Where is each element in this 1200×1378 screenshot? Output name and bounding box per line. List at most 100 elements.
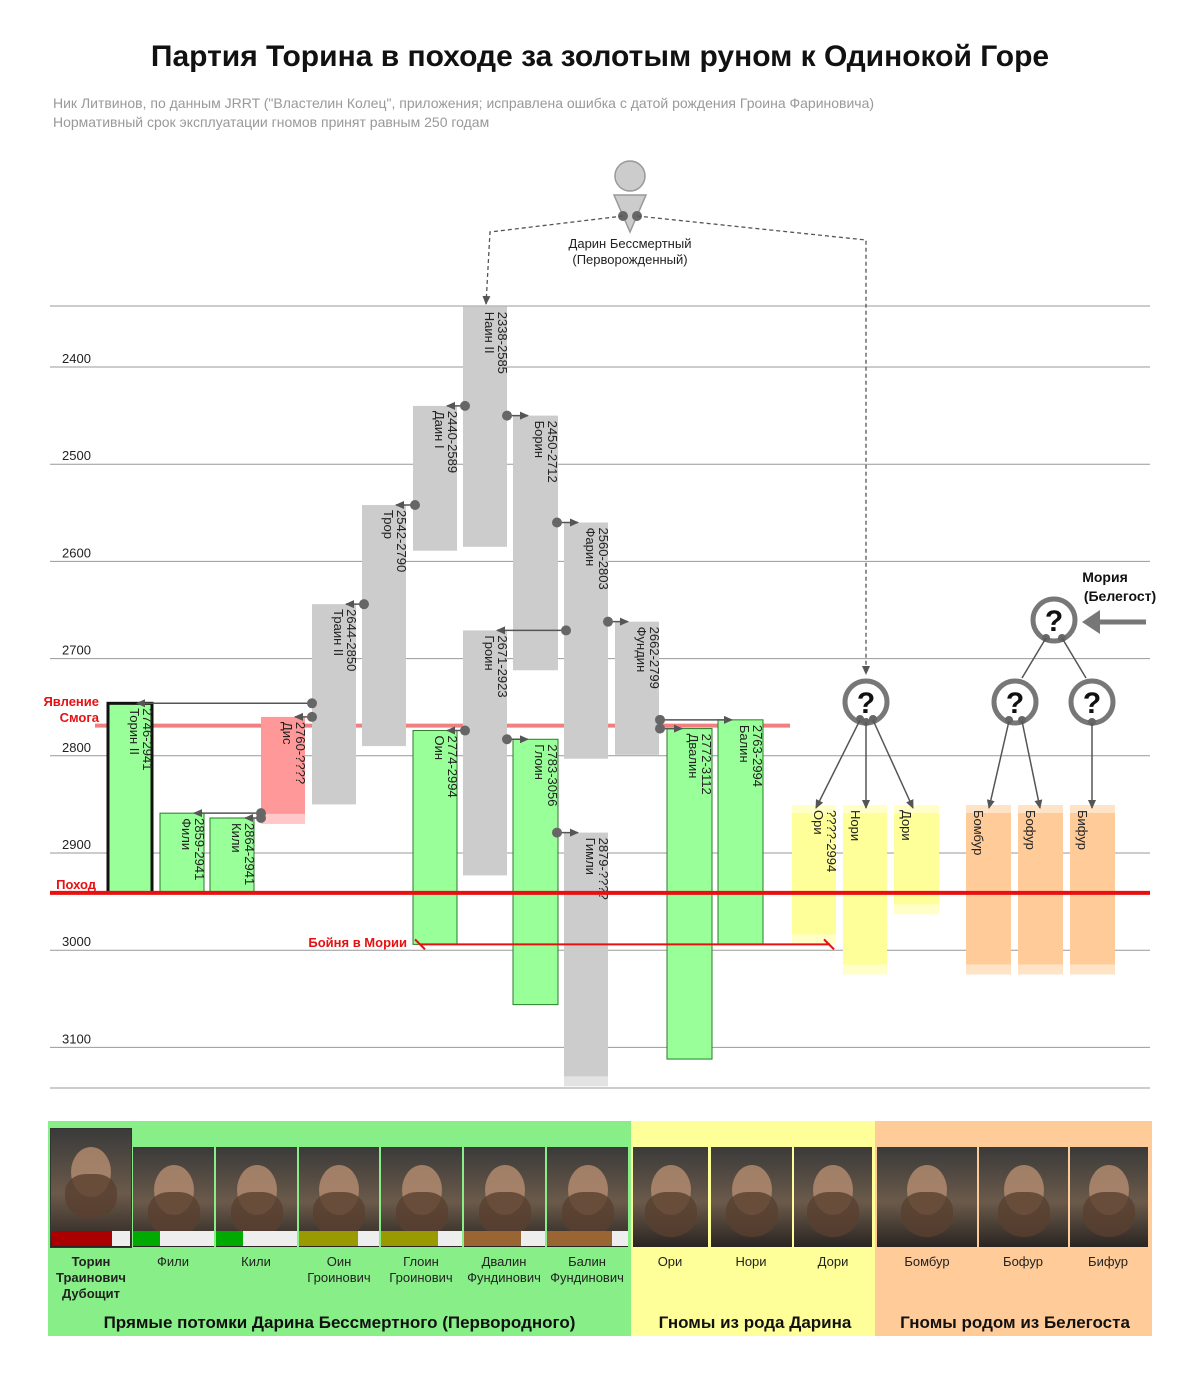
- unknown-durin-dot-2: [869, 715, 877, 723]
- dwarf-bar-rect-14: [564, 832, 608, 1087]
- dwarf-label-22: Бифур: [1075, 810, 1090, 850]
- dwarf-name-18: Нори: [848, 810, 863, 841]
- dwarf-bar-fade-9: [261, 813, 305, 824]
- dwarf-years-6: 2671-2923: [495, 635, 510, 697]
- dwarf-name-0: Наин II: [482, 312, 497, 354]
- lineage-link-bifur-parent: [1061, 637, 1087, 679]
- y-tick-2900: 2900: [62, 837, 91, 852]
- dwarf-bar-rect-12: [412, 730, 458, 945]
- dwarf-bar-8: Торин II2746-2941: [106, 701, 155, 895]
- dwarf-years-16: 2763-2994: [750, 725, 765, 787]
- dwarf-years-15: 2772-3112: [699, 734, 714, 795]
- connector-dot-thrain-thorin: [307, 698, 317, 709]
- dwarf-bar-13: Глоин2783-3056: [512, 738, 560, 1006]
- dwarf-bar-5: Траин II2644-2850: [312, 604, 359, 805]
- dwarf-label-4: Фарин2560-2803: [583, 528, 611, 590]
- dwarf-bar-rect-2: [513, 415, 558, 671]
- dwarf-bar-18: Нори: [843, 805, 887, 975]
- event-label-smaug-1: Явление: [43, 694, 99, 709]
- durin-link-unknown: [636, 215, 870, 675]
- subtitle-note: Нормативный срок эксплуатации гномов при…: [53, 114, 490, 130]
- dwarf-label-3: Трор2542-2790: [381, 510, 409, 572]
- dwarf-label-17: Ори????-2994: [811, 810, 839, 872]
- portrait-ori: [633, 1147, 708, 1247]
- durin-note: (Перворожденный): [572, 252, 687, 267]
- connector-dot-farin-groin: [561, 625, 571, 636]
- dwarf-name-7: Фундин: [634, 627, 649, 673]
- dwarf-bar-4: Фарин2560-2803: [564, 522, 611, 759]
- connector-dot-fundin-dwalin: [655, 723, 665, 734]
- dwarf-bar-fade-17: [792, 934, 836, 945]
- dwarf-years-8: 2746-2941: [140, 708, 155, 770]
- dwarf-bar-9: Дис2760-????: [261, 716, 308, 824]
- portrait-dori: [794, 1147, 872, 1247]
- dwarf-bar-17: Ори????-2994: [792, 805, 839, 945]
- event-tick-moria-right: [823, 938, 835, 951]
- lineage-arrow-dori: [872, 719, 914, 809]
- subtitle-author: Ник Литвинов, по данным JRRT ("Властелин…: [53, 95, 875, 111]
- lifetime-bar-fili: [133, 1231, 214, 1246]
- dwarf-bar-fade-top-22: [1070, 805, 1115, 813]
- dwarf-name-2: Борин: [532, 421, 547, 458]
- dwarf-bar-2: Борин2450-2712: [513, 415, 560, 671]
- member-name-thorin: Торин Траинович Дубощит: [56, 1254, 126, 1301]
- dwarf-label-6: Гроин2671-2923: [482, 635, 510, 697]
- dwarf-label-10: Фили2859-2941: [179, 818, 207, 880]
- dwarf-bar-rect-19: [894, 805, 939, 915]
- dwarf-bar-0: Наин II2338-2585: [463, 306, 510, 547]
- lifetime-bar-oin: [299, 1231, 379, 1246]
- dwarf-bar-rect-18: [843, 805, 887, 975]
- dwarf-bar-20: Бомбур: [966, 805, 1011, 975]
- lifetime-bar-thorin: [52, 1231, 130, 1246]
- y-tick-2500: 2500: [62, 448, 91, 463]
- page-title: Партия Торина в походе за золотым руном …: [150, 40, 1050, 73]
- dwarf-name-17: Ори: [811, 810, 826, 835]
- unknown-belegost-dot-2: [1088, 718, 1096, 726]
- lifetime-bar-dwalin: [464, 1231, 545, 1246]
- portrait-bifur: [1070, 1147, 1148, 1247]
- lifetime-bar-kili: [216, 1231, 297, 1246]
- dwarf-bar-rect-22: [1070, 805, 1115, 975]
- dwarf-bar-rect-3: [362, 505, 406, 747]
- dwarf-bar-fade-top-21: [1018, 805, 1063, 813]
- lineage-arrow-bofur: [1021, 720, 1043, 809]
- dwarf-bar-rect-5: [312, 604, 356, 805]
- connector-dot-thrain-dis: [307, 711, 317, 722]
- connector-dot-nain-dain: [460, 400, 470, 411]
- member-name-oin: Оин Гроинович: [307, 1254, 371, 1285]
- dwarf-name-15: Двалин: [686, 734, 701, 779]
- dwarf-label-8: Торин II2746-2941: [127, 708, 155, 770]
- dwarf-bar-rect-13: [512, 738, 559, 1006]
- dwarf-name-21: Бофур: [1023, 810, 1038, 850]
- dwarf-years-1: 2440-2589: [445, 411, 460, 473]
- dwarf-years-5: 2644-2850: [344, 609, 359, 671]
- portrait-oin: [299, 1147, 379, 1247]
- portrait-kili: [216, 1147, 297, 1247]
- dwarf-label-0: Наин II2338-2585: [482, 312, 510, 374]
- dwarf-label-19: Дори: [899, 810, 914, 841]
- dwarf-label-21: Бофур: [1023, 810, 1038, 850]
- dwarf-name-19: Дори: [899, 810, 914, 841]
- dwarf-bar-rect-7: [615, 621, 659, 755]
- connector-dot-farin-fundin: [603, 616, 613, 627]
- durin-link-nain: [482, 215, 624, 305]
- dwarf-label-20: Бомбур: [971, 810, 986, 855]
- connector-dot-thror-thrain: [359, 599, 369, 610]
- dwarf-bar-fade-20: [966, 964, 1011, 975]
- dwarf-bar-fade-top-19: [894, 805, 939, 813]
- dwarf-years-10: 2859-2941: [192, 818, 207, 880]
- dwarf-name-20: Бомбур: [971, 810, 986, 855]
- dwarf-name-9: Дис: [280, 722, 295, 745]
- event-label-smaug-2: Смога: [60, 710, 100, 725]
- connector-dot-borin-farin: [552, 517, 562, 528]
- y-tick-3000: 3000: [62, 934, 91, 949]
- portrait-fili: [133, 1147, 214, 1247]
- member-name-fili: Фили: [157, 1254, 189, 1269]
- member-name-nori: Нори: [735, 1254, 767, 1269]
- unknown-belegost-dot-1: [1018, 716, 1026, 724]
- dwarf-label-16: Балин2763-2994: [737, 725, 765, 787]
- dwarf-name-10: Фили: [179, 818, 194, 850]
- dwarf-bar-fade-14: [564, 1076, 608, 1087]
- dwarf-bar-22: Бифур: [1070, 805, 1115, 975]
- dwarf-label-7: Фундин2662-2799: [634, 627, 662, 689]
